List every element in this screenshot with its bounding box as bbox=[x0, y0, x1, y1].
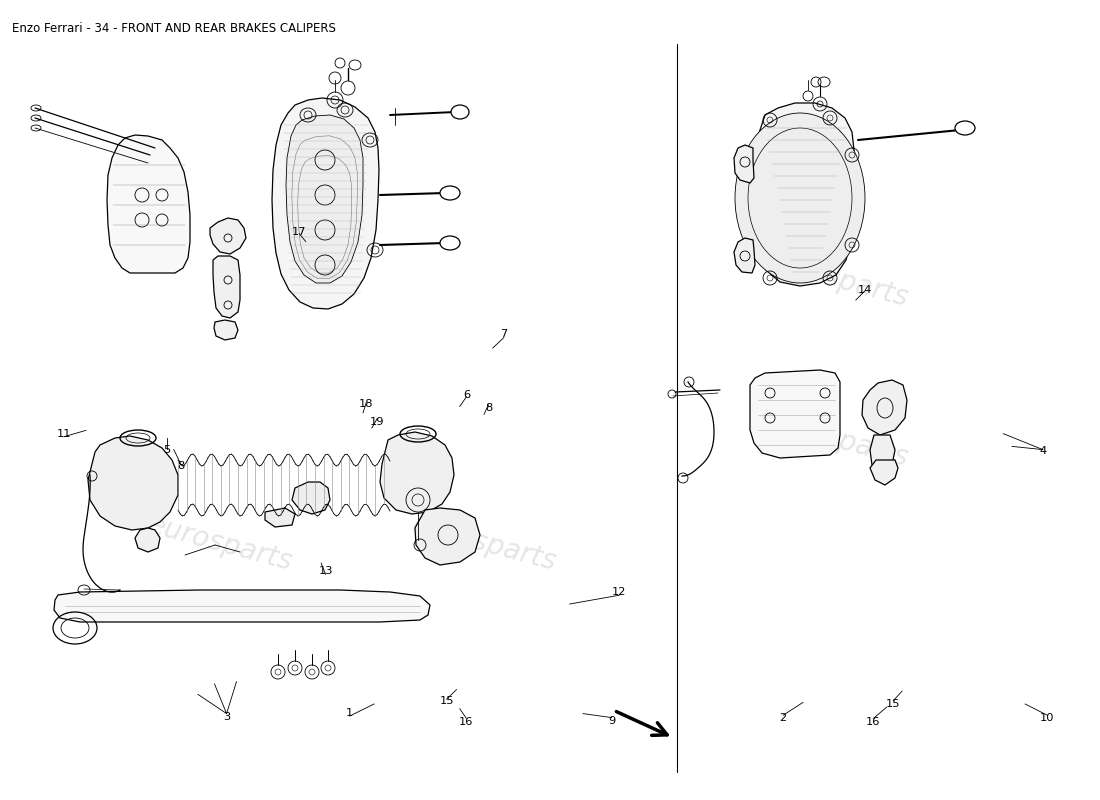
Text: 6: 6 bbox=[463, 390, 470, 400]
Text: 18: 18 bbox=[359, 399, 374, 409]
Ellipse shape bbox=[440, 236, 460, 250]
Text: eurosparts: eurosparts bbox=[760, 247, 912, 313]
Ellipse shape bbox=[440, 186, 460, 200]
Polygon shape bbox=[870, 435, 895, 470]
Text: 7: 7 bbox=[500, 330, 507, 339]
Text: 12: 12 bbox=[612, 587, 627, 597]
Polygon shape bbox=[272, 98, 379, 309]
Text: 4: 4 bbox=[1040, 446, 1046, 456]
Text: 19: 19 bbox=[370, 417, 385, 426]
Polygon shape bbox=[750, 370, 840, 458]
Text: 8: 8 bbox=[177, 462, 184, 471]
Text: 8: 8 bbox=[485, 403, 492, 413]
Polygon shape bbox=[286, 115, 363, 283]
Text: 11: 11 bbox=[56, 429, 72, 438]
Text: 2: 2 bbox=[780, 714, 786, 723]
Ellipse shape bbox=[735, 113, 865, 283]
Polygon shape bbox=[292, 482, 330, 514]
Polygon shape bbox=[870, 460, 898, 485]
Polygon shape bbox=[135, 528, 160, 552]
Text: 16: 16 bbox=[866, 717, 881, 726]
Text: eurosparts: eurosparts bbox=[408, 511, 560, 577]
Text: 5: 5 bbox=[164, 446, 170, 455]
Text: 16: 16 bbox=[459, 717, 474, 726]
Text: 14: 14 bbox=[857, 285, 872, 294]
Polygon shape bbox=[734, 238, 755, 273]
Text: 15: 15 bbox=[439, 696, 454, 706]
Polygon shape bbox=[265, 508, 295, 527]
Polygon shape bbox=[88, 436, 178, 530]
Text: 9: 9 bbox=[608, 716, 615, 726]
Polygon shape bbox=[862, 380, 907, 435]
Text: 3: 3 bbox=[223, 712, 230, 722]
Ellipse shape bbox=[451, 105, 469, 119]
Text: eurosparts: eurosparts bbox=[144, 511, 296, 577]
Polygon shape bbox=[210, 218, 246, 254]
Polygon shape bbox=[54, 590, 430, 622]
Text: 1: 1 bbox=[346, 708, 353, 718]
Text: 17: 17 bbox=[292, 227, 307, 237]
Polygon shape bbox=[379, 432, 454, 514]
Polygon shape bbox=[415, 508, 480, 565]
Polygon shape bbox=[734, 145, 754, 183]
Polygon shape bbox=[213, 256, 240, 318]
Text: eurosparts: eurosparts bbox=[760, 407, 912, 473]
Polygon shape bbox=[214, 320, 238, 340]
Text: 15: 15 bbox=[886, 699, 901, 709]
Polygon shape bbox=[752, 103, 855, 286]
Text: 13: 13 bbox=[318, 566, 333, 576]
Ellipse shape bbox=[955, 121, 975, 135]
Text: Enzo Ferrari - 34 - FRONT AND REAR BRAKES CALIPERS: Enzo Ferrari - 34 - FRONT AND REAR BRAKE… bbox=[12, 22, 336, 35]
Text: 10: 10 bbox=[1040, 714, 1055, 723]
Polygon shape bbox=[107, 135, 190, 273]
